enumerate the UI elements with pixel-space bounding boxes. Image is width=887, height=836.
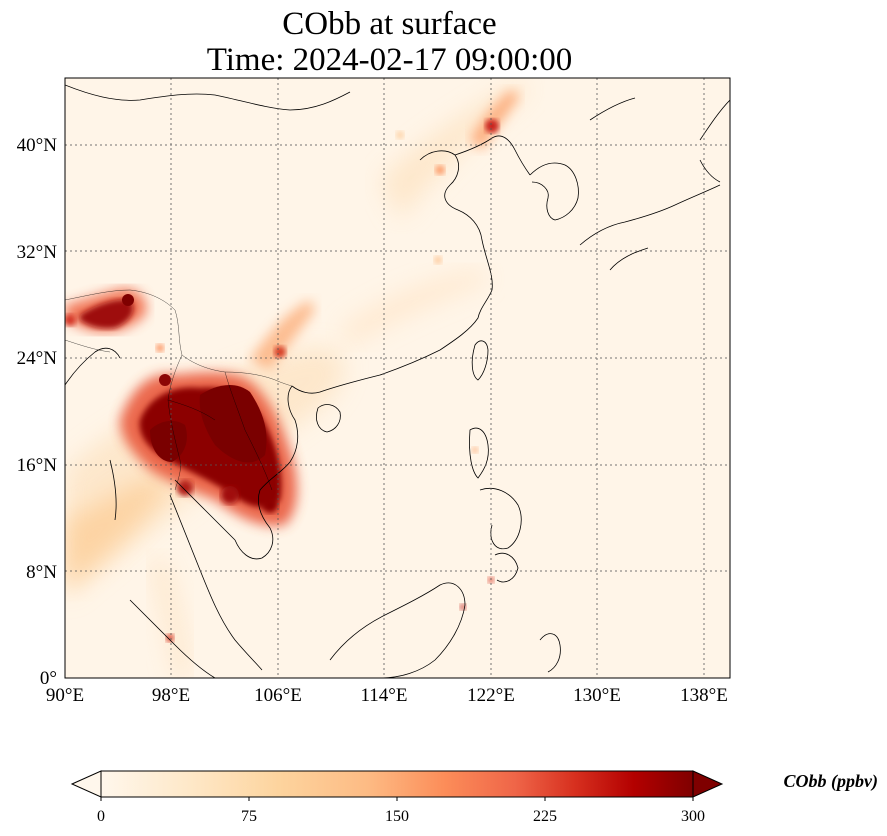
lon-tick: 98°E [152, 685, 190, 706]
plot-title-line2: Time: 2024-02-17 09:00:00 [206, 42, 573, 78]
lon-tick: 138°E [680, 685, 728, 706]
colorbar-extend-min [70, 770, 102, 798]
colorbar-label: CObb (ppbv) [784, 771, 878, 792]
lon-tick: 106°E [254, 685, 302, 706]
colorbar-tick: 0 [97, 808, 105, 825]
colorbar: 0 75 150 225 300 CObb (ppbv) [70, 770, 878, 825]
lon-tick-labels: 90°E 98°E 106°E 114°E 122°E 130°E 138°E [46, 685, 728, 706]
map-frame [64, 77, 731, 679]
plot-title-line1: CObb at surface [282, 6, 497, 42]
concentration-field [65, 80, 530, 678]
country-borders [65, 289, 293, 491]
lon-tick: 130°E [573, 685, 621, 706]
lat-tick: 8°N [26, 562, 57, 583]
colorbar-extend-max [692, 770, 724, 798]
lat-tick: 40°N [17, 135, 58, 156]
lat-tick-labels: 40°N 32°N 24°N 16°N 8°N 0° [17, 135, 58, 689]
colorbar-tick: 75 [241, 808, 257, 825]
colorbar-gradient [100, 770, 694, 798]
colorbar-tick: 150 [385, 808, 409, 825]
lat-tick: 16°N [17, 455, 58, 476]
gridlines [65, 78, 730, 678]
lon-tick: 90°E [46, 685, 84, 706]
colorbar-tick: 225 [533, 808, 557, 825]
lon-tick: 114°E [361, 685, 408, 706]
colorbar-tick: 300 [681, 808, 705, 825]
coastlines [65, 84, 730, 678]
lat-tick: 0° [40, 668, 57, 689]
lon-tick: 122°E [467, 685, 515, 706]
lat-tick: 32°N [17, 242, 58, 263]
lat-tick: 24°N [17, 348, 58, 369]
